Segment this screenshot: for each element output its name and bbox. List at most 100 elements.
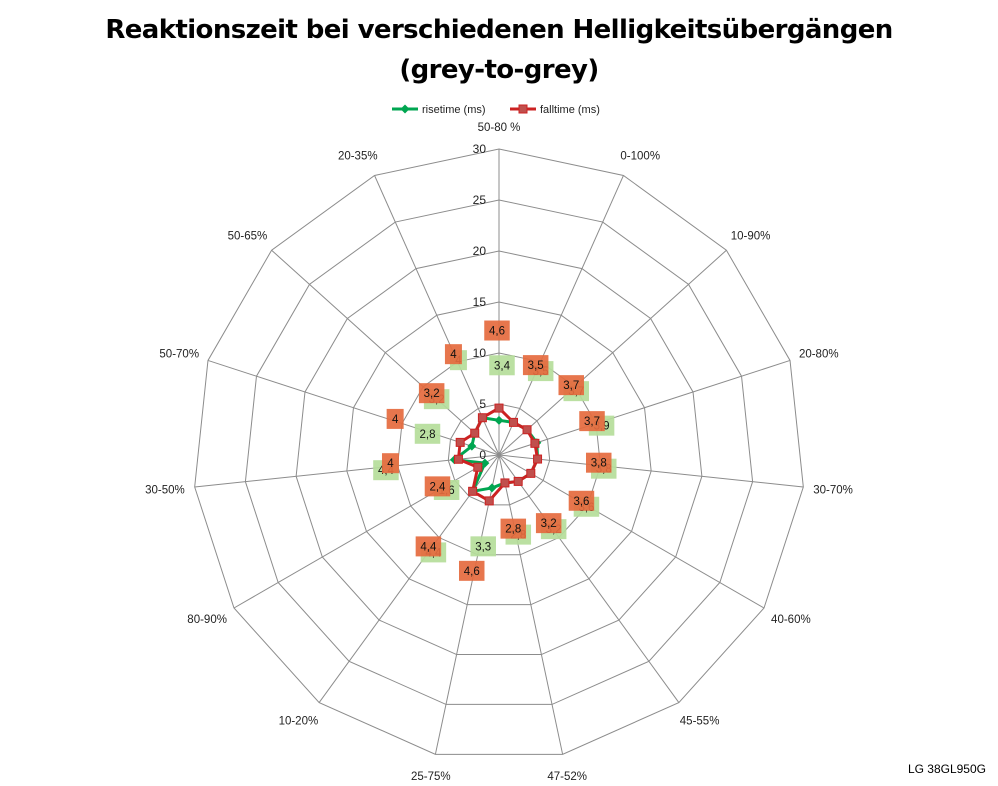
falltime-marker [526, 468, 536, 478]
falltime-label-box [585, 452, 612, 473]
legend-label: falltime (ms) [540, 104, 600, 116]
radial-tick-label: 10 [473, 346, 487, 360]
radar-grid [194, 148, 804, 755]
falltime-marker [470, 428, 480, 438]
chart-legend: risetime (ms) falltime (ms) [392, 104, 600, 116]
grid-spoke [498, 454, 680, 703]
falltime-data-label: 3,8 [591, 458, 607, 470]
falltime-data-label: 3,2 [424, 388, 440, 400]
radial-tick-label: 30 [473, 142, 487, 156]
falltime-marker [477, 413, 487, 423]
grid-spoke [207, 359, 500, 456]
chart-title-line-2: (grey-to-grey) [399, 55, 599, 85]
falltime-marker [484, 496, 494, 506]
category-label: 25-75% [411, 771, 451, 783]
radial-tick-label: 25 [473, 193, 487, 207]
falltime-label-box [418, 383, 445, 404]
category-label: 80-90% [187, 614, 227, 626]
falltime-label-box [484, 320, 510, 341]
risetime-data-label: 3,4 [494, 360, 511, 372]
grid-spoke [498, 454, 804, 488]
risetime-label-box [470, 536, 496, 557]
grid-spoke [194, 454, 500, 488]
category-label: 47-52% [547, 771, 587, 783]
falltime-label-box [424, 476, 451, 497]
falltime-marker [494, 403, 504, 413]
falltime-data-label: 4 [392, 414, 399, 426]
falltime-data-label: 3,7 [584, 416, 600, 428]
grid-spoke [318, 454, 500, 703]
chart-title: Reaktionszeit bei verschiedenen Helligke… [0, 10, 998, 90]
category-label: 50-65% [228, 231, 268, 243]
falltime-marker [473, 462, 483, 472]
falltime-label-box [579, 411, 605, 432]
falltime-label-box [381, 453, 399, 474]
falltime-data-label: 4 [450, 349, 457, 361]
falltime-label-box [568, 490, 595, 511]
radial-tick-label: 5 [479, 397, 486, 411]
falltime-label-box [458, 560, 485, 581]
grid-ring [194, 148, 804, 755]
risetime-marker [480, 458, 490, 468]
risetime-marker [494, 415, 504, 425]
legend-marker [518, 104, 528, 114]
grid-spoke [498, 249, 727, 456]
category-label: 30-70% [813, 484, 853, 496]
category-label: 30-50% [145, 484, 185, 496]
grid-spoke [498, 454, 564, 755]
grid-spoke [233, 454, 500, 609]
category-label: 10-20% [279, 715, 319, 727]
falltime-label-box [522, 355, 549, 376]
falltime-label-box [500, 518, 527, 539]
falltime-marker [522, 425, 532, 435]
falltime-marker [509, 417, 519, 427]
grid-ring [346, 301, 652, 606]
grid-spoke [498, 454, 765, 609]
risetime-label-box [414, 423, 441, 444]
device-model-label: LG 38GL950G [907, 762, 986, 776]
falltime-marker [455, 437, 465, 447]
falltime-marker [453, 454, 463, 464]
radial-tick-label: 20 [473, 244, 487, 258]
category-labels: 50-80 % 0-100% 10-90% 20-80% 30-70% 40-60% 45-… [145, 122, 853, 783]
falltime-marker [513, 476, 523, 486]
falltime-data-label: 2,8 [505, 524, 521, 536]
falltime-label-box [444, 344, 462, 365]
falltime-data-label: 3,6 [573, 496, 589, 508]
grid-ring [397, 352, 601, 556]
falltime-data-label: 4,6 [489, 326, 505, 338]
category-label: 40-60% [771, 614, 811, 626]
grid-ring [244, 199, 754, 705]
grid-ring [447, 403, 551, 506]
radial-tick-labels: 0 5 10 15 20 25 30 [473, 142, 487, 462]
falltime-data-label: 4 [387, 458, 394, 470]
risetime-data-label: 2,8 [419, 429, 435, 441]
data-labels: 3,43,53,73,93,83,63,22,83,34,41,64,42,83… [373, 320, 617, 581]
grid-spoke [374, 175, 500, 456]
grid-spoke [498, 359, 791, 456]
legend-marker [400, 104, 410, 114]
category-label: 20-80% [799, 349, 839, 361]
falltime-marker [530, 438, 540, 448]
risetime-marker [487, 483, 497, 493]
category-label: 20-35% [338, 150, 378, 162]
legend-label: risetime (ms) [422, 104, 486, 116]
risetime-data-label: 3,3 [475, 541, 491, 553]
falltime-data-label: 2,4 [429, 481, 446, 493]
falltime-data-label: 3,2 [541, 518, 557, 530]
falltime-data-label: 4,6 [464, 566, 480, 578]
category-label: 45-55% [680, 715, 720, 727]
falltime-marker [468, 486, 478, 496]
falltime-label-box [415, 536, 442, 557]
risetime-marker [467, 441, 477, 451]
grid-ring [295, 250, 703, 656]
category-label: 50-70% [159, 349, 199, 361]
risetime-label-box [489, 355, 515, 376]
falltime-data-label: 4,4 [420, 541, 437, 553]
grid-spoke [271, 249, 500, 456]
falltime-label-box [386, 408, 404, 429]
falltime-label-box [535, 513, 562, 534]
grid-spoke [498, 175, 624, 456]
category-label: 50-80 % [478, 122, 521, 134]
